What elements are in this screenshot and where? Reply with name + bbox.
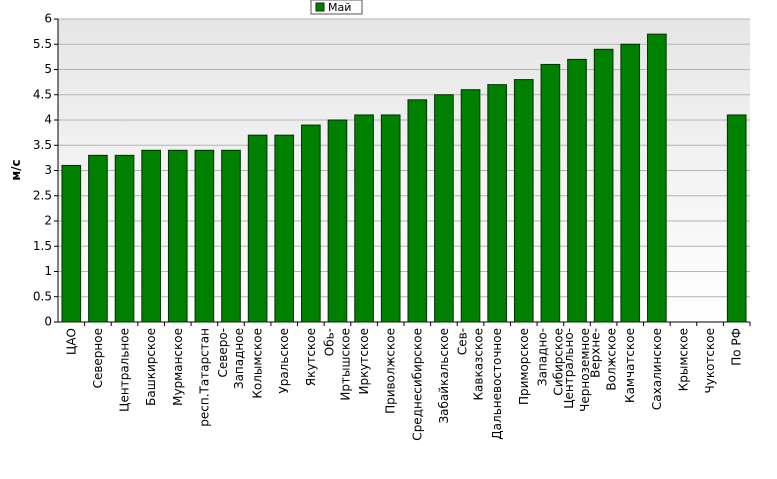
bar bbox=[647, 33, 667, 323]
bar bbox=[487, 84, 507, 323]
x-tick-label: Забайкальское bbox=[437, 328, 451, 424]
bar bbox=[274, 134, 295, 323]
x-tick-label: Якутское bbox=[304, 328, 318, 386]
bar bbox=[513, 79, 534, 323]
bar bbox=[141, 149, 161, 323]
y-tick-label: 5 bbox=[44, 62, 52, 76]
y-tick-label: 5.5 bbox=[33, 37, 52, 51]
y-axis-label: м/с bbox=[9, 159, 23, 180]
y-tick-label: 4.5 bbox=[33, 87, 52, 101]
bar bbox=[593, 48, 614, 323]
y-tick-label: 4 bbox=[44, 113, 52, 127]
bar bbox=[88, 154, 108, 323]
y-tick-label: 3.5 bbox=[33, 138, 52, 152]
x-tick-label: Центрально- Черноземное bbox=[562, 328, 592, 412]
x-tick-label: Западно- Сибирское bbox=[535, 328, 565, 396]
y-tick-label: 1.5 bbox=[33, 239, 52, 253]
bar bbox=[567, 58, 587, 323]
y-tick-label: 0 bbox=[44, 315, 52, 329]
bar bbox=[221, 149, 241, 323]
bar bbox=[301, 124, 321, 323]
bar bbox=[540, 63, 561, 323]
x-tick-label: По РФ bbox=[730, 328, 744, 366]
legend-label: Май bbox=[328, 1, 351, 14]
x-tick-label: Дальневосточное bbox=[490, 328, 504, 440]
bar bbox=[620, 43, 641, 323]
legend-swatch bbox=[315, 2, 325, 12]
x-tick-label: Колымское bbox=[251, 328, 265, 399]
bar bbox=[434, 94, 454, 323]
bar bbox=[380, 114, 401, 323]
x-tick-label: Приволжское bbox=[384, 328, 398, 414]
x-tick-label: Чукотское bbox=[703, 328, 717, 393]
x-tick-label: ЦАО bbox=[64, 328, 78, 355]
bar bbox=[354, 114, 374, 323]
bar bbox=[61, 164, 82, 323]
y-tick-label: 3 bbox=[44, 163, 52, 177]
x-tick-label: Приморское bbox=[517, 328, 531, 405]
x-tick-label: респ.Татарстан bbox=[197, 328, 211, 427]
x-tick-label: Сев- Кавказское bbox=[456, 328, 486, 401]
x-tick-label: Башкирское bbox=[144, 328, 158, 406]
x-tick-label: Среднесибирское bbox=[410, 328, 424, 441]
bar bbox=[726, 114, 747, 323]
x-tick-label: Верхне- Волжское bbox=[589, 328, 619, 391]
bar bbox=[167, 149, 188, 323]
bar bbox=[247, 134, 268, 323]
x-tick-label: Иркутское bbox=[357, 328, 371, 395]
bar bbox=[407, 99, 428, 323]
y-tick-label: 2 bbox=[44, 214, 52, 228]
x-tick-label: Мурманское bbox=[171, 328, 185, 406]
x-tick-label: Северо- Западное bbox=[216, 328, 246, 389]
y-tick-label: 6 bbox=[44, 12, 52, 26]
y-tick-label: 1 bbox=[44, 264, 52, 278]
x-tick-label: Северное bbox=[91, 328, 105, 388]
bar bbox=[194, 149, 215, 323]
bar bbox=[327, 119, 348, 323]
x-tick-label: Сахалинское bbox=[650, 328, 664, 410]
y-tick-label: 0.5 bbox=[33, 289, 52, 303]
x-tick-label: Центральное bbox=[118, 328, 132, 412]
x-tick-label: Уральское bbox=[277, 328, 291, 394]
bar bbox=[460, 89, 481, 323]
x-tick-label: Крымское bbox=[676, 328, 690, 391]
x-tick-label: Камчатское bbox=[623, 328, 637, 403]
y-tick-label: 2.5 bbox=[33, 188, 52, 202]
bar bbox=[114, 154, 135, 323]
x-tick-label: Обь- Иртышское bbox=[322, 328, 352, 401]
